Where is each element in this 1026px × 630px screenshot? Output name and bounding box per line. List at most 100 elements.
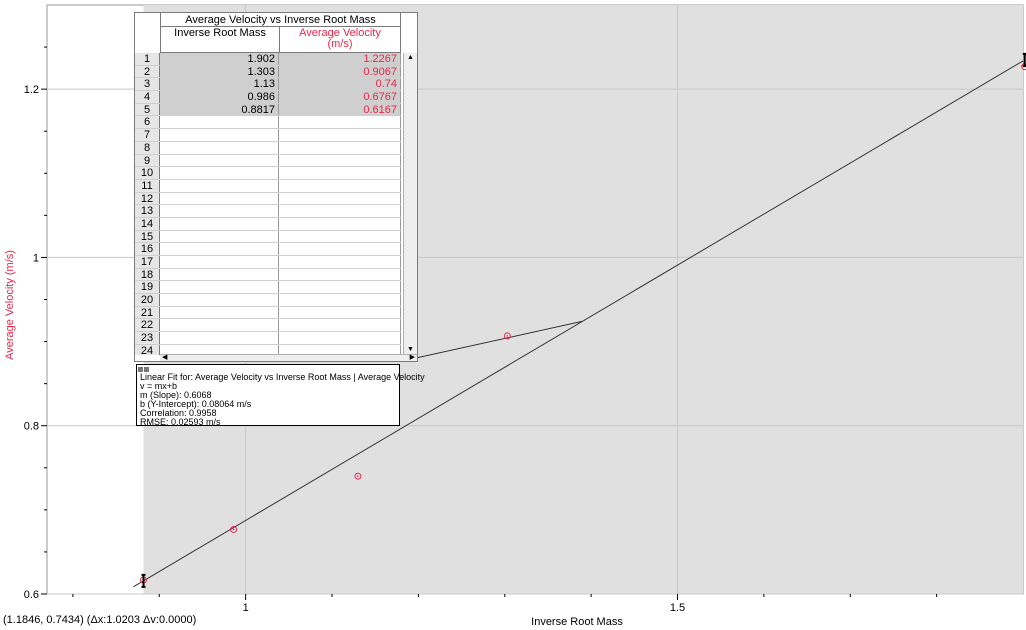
fit-box-close-icon[interactable] bbox=[144, 367, 149, 372]
cell-x[interactable] bbox=[160, 154, 279, 167]
data-point-center bbox=[506, 335, 509, 337]
cell-x[interactable] bbox=[160, 332, 279, 344]
cell-y[interactable] bbox=[279, 129, 401, 141]
table-row[interactable]: 7 bbox=[135, 129, 401, 142]
cell-x[interactable] bbox=[160, 217, 279, 230]
scroll-down-icon[interactable]: ▼ bbox=[407, 346, 414, 353]
cell-y[interactable]: 1.2267 bbox=[279, 53, 401, 65]
cell-y[interactable] bbox=[279, 154, 401, 167]
cell-x[interactable] bbox=[160, 192, 279, 205]
cell-x[interactable] bbox=[160, 281, 279, 294]
cell-x[interactable] bbox=[160, 179, 279, 192]
table-row[interactable]: 22 bbox=[135, 319, 401, 333]
linear-fit-line bbox=[133, 60, 1024, 588]
cell-y[interactable] bbox=[279, 141, 401, 154]
column-header-y[interactable]: Average Velocity (m/s) bbox=[279, 27, 401, 53]
row-number: 1 bbox=[135, 53, 160, 65]
cell-y[interactable]: 0.74 bbox=[279, 78, 401, 90]
column-header-x[interactable]: Inverse Root Mass bbox=[160, 27, 279, 53]
linear-fit-box[interactable]: Linear Fit for: Average Velocity vs Inve… bbox=[136, 364, 425, 427]
cell-x[interactable] bbox=[160, 230, 279, 243]
table-horizontal-scrollbar[interactable]: ◀ ▶ bbox=[160, 354, 417, 361]
cell-x[interactable] bbox=[160, 256, 279, 268]
cell-y[interactable] bbox=[279, 243, 401, 255]
table-row[interactable]: 2 1.303 0.9067 bbox=[135, 65, 401, 79]
table-row[interactable]: 11 bbox=[135, 179, 401, 193]
table-row[interactable]: 21 bbox=[135, 306, 401, 320]
table-row[interactable]: 1 1.902 1.2267 bbox=[135, 53, 401, 66]
cell-y[interactable]: 0.9067 bbox=[279, 65, 401, 78]
cell-y[interactable] bbox=[279, 344, 401, 355]
table-row[interactable]: 3 1.13 0.74 bbox=[135, 78, 401, 92]
cell-y[interactable] bbox=[279, 306, 401, 319]
table-row[interactable]: 24 bbox=[135, 344, 401, 355]
cell-y[interactable] bbox=[279, 179, 401, 192]
cell-y[interactable] bbox=[279, 256, 401, 268]
column-header-y-unit: (m/s) bbox=[327, 38, 353, 50]
cell-x[interactable] bbox=[160, 294, 279, 306]
table-row[interactable]: 16 bbox=[135, 243, 401, 256]
cell-y[interactable]: 0.6167 bbox=[279, 103, 401, 116]
table-vertical-scrollbar[interactable]: ▲ ▼ bbox=[403, 53, 417, 355]
cell-x[interactable] bbox=[160, 268, 279, 281]
table-row[interactable]: 10 bbox=[135, 167, 401, 180]
cell-x[interactable]: 1.902 bbox=[160, 53, 279, 65]
cell-x[interactable] bbox=[160, 205, 279, 217]
cell-y[interactable] bbox=[279, 230, 401, 243]
table-row[interactable]: 14 bbox=[135, 217, 401, 231]
cell-y[interactable] bbox=[279, 167, 401, 179]
table-row[interactable]: 19 bbox=[135, 281, 401, 295]
scroll-right-icon[interactable]: ▶ bbox=[409, 354, 415, 361]
fit-intercept: b (Y-Intercept): 0.08064 m/s bbox=[140, 399, 252, 409]
row-number: 24 bbox=[135, 344, 160, 355]
cell-x[interactable]: 1.13 bbox=[160, 78, 279, 90]
cell-y[interactable] bbox=[279, 332, 401, 344]
cell-x[interactable]: 0.986 bbox=[160, 91, 279, 103]
cell-x[interactable] bbox=[160, 129, 279, 141]
table-row[interactable]: 8 bbox=[135, 141, 401, 155]
table-row[interactable]: 5 0.8817 0.6167 bbox=[135, 103, 401, 117]
cell-y[interactable] bbox=[279, 268, 401, 281]
cell-y[interactable] bbox=[279, 192, 401, 205]
range-bracket[interactable] bbox=[141, 573, 146, 588]
table-row[interactable]: 9 bbox=[135, 154, 401, 168]
cell-y[interactable] bbox=[279, 281, 401, 294]
table-row[interactable]: 6 bbox=[135, 116, 401, 130]
row-number: 4 bbox=[135, 91, 160, 103]
cell-x[interactable] bbox=[160, 344, 279, 355]
table-row[interactable]: 17 bbox=[135, 256, 401, 269]
table-row[interactable]: 23 bbox=[135, 332, 401, 345]
cell-x[interactable] bbox=[160, 243, 279, 255]
fit-box-option-icon[interactable] bbox=[138, 367, 143, 372]
cell-x[interactable] bbox=[160, 167, 279, 179]
scroll-left-icon[interactable]: ◀ bbox=[162, 354, 168, 361]
table-row[interactable]: 12 bbox=[135, 192, 401, 206]
table-row[interactable]: 15 bbox=[135, 230, 401, 244]
cell-y[interactable]: 0.6767 bbox=[279, 91, 401, 103]
cell-y[interactable] bbox=[279, 319, 401, 332]
cell-x[interactable] bbox=[160, 319, 279, 332]
table-row[interactable]: 20 bbox=[135, 294, 401, 307]
data-table[interactable]: Average Velocity vs Inverse Root Mass In… bbox=[134, 12, 418, 362]
fit-box-controls bbox=[138, 365, 150, 374]
cell-y[interactable] bbox=[279, 217, 401, 230]
cell-y[interactable] bbox=[279, 116, 401, 129]
row-number: 20 bbox=[135, 294, 160, 306]
cell-x[interactable] bbox=[160, 141, 279, 154]
row-number: 21 bbox=[135, 306, 160, 319]
scroll-up-icon[interactable]: ▲ bbox=[407, 54, 414, 61]
table-row[interactable]: 13 bbox=[135, 205, 401, 218]
row-number: 19 bbox=[135, 281, 160, 293]
table-row[interactable]: 18 bbox=[135, 268, 401, 282]
table-row[interactable]: 4 0.986 0.6767 bbox=[135, 91, 401, 104]
data-point bbox=[230, 525, 238, 533]
row-number: 6 bbox=[135, 116, 160, 128]
cell-x[interactable] bbox=[160, 116, 279, 129]
cell-x[interactable]: 0.8817 bbox=[160, 103, 279, 116]
cell-x[interactable] bbox=[160, 306, 279, 319]
row-number: 18 bbox=[135, 268, 160, 281]
cell-x[interactable]: 1.303 bbox=[160, 65, 279, 78]
row-number: 9 bbox=[135, 154, 160, 166]
cell-y[interactable] bbox=[279, 294, 401, 306]
cell-y[interactable] bbox=[279, 205, 401, 217]
